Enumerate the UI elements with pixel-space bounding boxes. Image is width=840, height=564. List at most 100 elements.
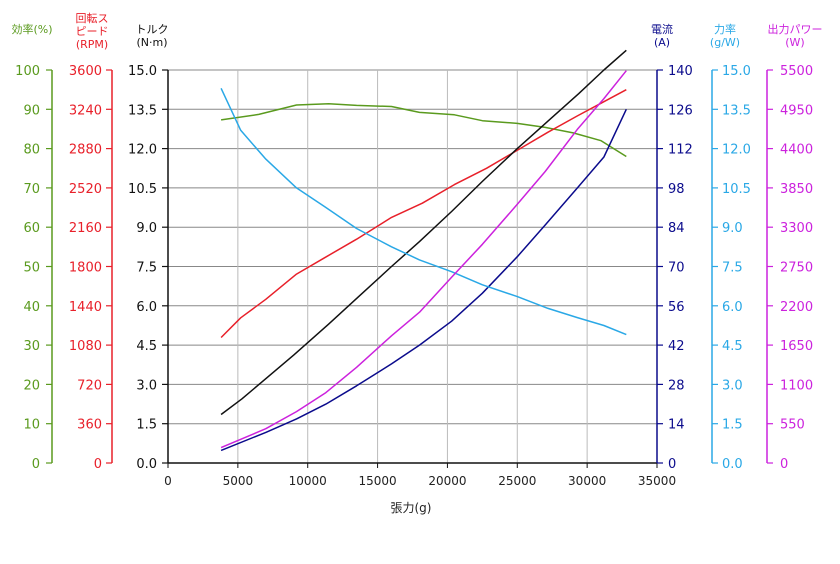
- power-axis-title: 出力パワー: [768, 22, 823, 36]
- gridlines: [167, 69, 658, 464]
- force-tick-label: 15.0: [722, 64, 751, 79]
- torque-axis-title: (N·m): [136, 36, 167, 49]
- current-tick-label: 42: [668, 339, 685, 354]
- force-tick-label: 0.0: [722, 457, 743, 472]
- x-tick-label: 35000: [638, 474, 676, 488]
- x-tick-label: 0: [164, 474, 172, 488]
- rpm-tick-label: 360: [77, 418, 102, 433]
- rpm-tick-label: 3600: [69, 64, 102, 79]
- current-tick-label: 126: [668, 103, 693, 118]
- current-tick-label: 14: [668, 418, 685, 433]
- axis-eff: 0 10 20 30 40 50 60 70 80 90 100 効率(%): [11, 22, 53, 472]
- torque-tick-label: 7.5: [136, 261, 157, 276]
- rpm-tick-label: 1800: [69, 261, 102, 276]
- force-tick-label: 1.5: [722, 418, 743, 433]
- x-axis-label: 張力(g): [391, 501, 432, 515]
- force-axis-title: (g/W): [710, 36, 740, 49]
- current-tick-label: 56: [668, 300, 685, 315]
- current-axis-title: (A): [654, 36, 670, 49]
- power-tick-label: 5500: [780, 64, 813, 79]
- axis-force: 0.0 1.5 3.0 4.5 6.0 7.5 9.0 10.5 12.0 13.5 15.0 力率(…: [710, 22, 751, 472]
- rpm-axis-title: 回転ス: [76, 12, 109, 25]
- eff-tick-label: 0: [32, 457, 40, 472]
- force-tick-label: 13.5: [722, 103, 751, 118]
- power-tick-label: 3300: [780, 221, 813, 236]
- torque-tick-label: 10.5: [128, 182, 157, 197]
- series-line-current: [220, 108, 627, 452]
- x-tick-label: 10000: [289, 474, 327, 488]
- power-axis-title: (W): [785, 36, 804, 49]
- axis-torque: 0.0 1.5 3.0 4.5 6.0 7.5 9.0 10.5 12.0 13.5 15.0 トルク…: [128, 23, 169, 472]
- torque-axis-title: トルク: [136, 23, 169, 36]
- power-tick-label: 4400: [780, 143, 813, 158]
- eff-tick-label: 80: [23, 143, 40, 158]
- eff-tick-label: 10: [23, 418, 40, 433]
- rpm-axis-title: ピード: [76, 25, 109, 38]
- x-tick-label: 25000: [498, 474, 536, 488]
- series-line-torque: [220, 49, 627, 416]
- force-axis-title: 力率: [714, 22, 736, 36]
- power-tick-label: 4950: [780, 103, 813, 118]
- current-axis-title: 電流: [651, 22, 673, 36]
- current-tick-label: 70: [668, 261, 685, 276]
- torque-tick-label: 0.0: [136, 457, 157, 472]
- torque-tick-label: 1.5: [136, 418, 157, 433]
- power-tick-label: 1650: [780, 339, 813, 354]
- rpm-tick-label: 2520: [69, 182, 102, 197]
- current-tick-label: 140: [668, 64, 693, 79]
- eff-tick-label: 50: [23, 261, 40, 276]
- eff-tick-label: 60: [23, 221, 40, 236]
- series-lines: [220, 49, 627, 452]
- eff-axis-title: 効率(%): [11, 22, 52, 36]
- eff-tick-label: 70: [23, 182, 40, 197]
- current-tick-label: 98: [668, 182, 685, 197]
- torque-tick-label: 12.0: [128, 143, 157, 158]
- rpm-tick-label: 1080: [69, 339, 102, 354]
- eff-tick-label: 20: [23, 378, 40, 393]
- eff-tick-label: 40: [23, 300, 40, 315]
- force-tick-label: 3.0: [722, 378, 743, 393]
- torque-tick-label: 3.0: [136, 378, 157, 393]
- torque-tick-label: 13.5: [128, 103, 157, 118]
- torque-tick-label: 4.5: [136, 339, 157, 354]
- force-tick-label: 9.0: [722, 221, 743, 236]
- power-tick-label: 0: [780, 457, 788, 472]
- current-tick-label: 112: [668, 143, 693, 158]
- current-tick-label: 28: [668, 378, 685, 393]
- series-line-power: [220, 70, 627, 449]
- axis-rpm: 0 360 720 1080 1440 1800 2160 2520 2880 3240 3600 回…: [69, 12, 113, 472]
- torque-tick-label: 15.0: [128, 64, 157, 79]
- torque-tick-label: 9.0: [136, 221, 157, 236]
- force-tick-label: 7.5: [722, 261, 743, 276]
- torque-tick-label: 6.0: [136, 300, 157, 315]
- rpm-tick-label: 2880: [69, 143, 102, 158]
- series-line-force: [220, 87, 627, 336]
- series-line-rpm: [220, 89, 627, 339]
- force-tick-label: 6.0: [722, 300, 743, 315]
- eff-tick-label: 100: [15, 64, 40, 79]
- power-tick-label: 2200: [780, 300, 813, 315]
- x-tick-label: 15000: [358, 474, 396, 488]
- eff-tick-label: 30: [23, 339, 40, 354]
- rpm-tick-label: 1440: [69, 300, 102, 315]
- power-tick-label: 2750: [780, 261, 813, 276]
- x-tick-label: 20000: [428, 474, 466, 488]
- current-tick-label: 0: [668, 457, 676, 472]
- rpm-tick-label: 0: [94, 457, 102, 472]
- series-line-eff: [220, 103, 627, 158]
- rpm-tick-label: 3240: [69, 103, 102, 118]
- x-tick-label: 5000: [223, 474, 254, 488]
- force-tick-label: 4.5: [722, 339, 743, 354]
- axis-power: 0 550 1100 1650 2200 2750 3300 3850 4400 4950 5500…: [766, 22, 823, 472]
- axes: 0 5000 10000 15000 20000 25000 30000 3500001020…: [11, 12, 822, 488]
- axis-current: 0 14 28 42 56 70 84 98 112 126 140 電流(A): [651, 22, 693, 472]
- rpm-tick-label: 720: [77, 378, 102, 393]
- rpm-axis-title: (RPM): [76, 38, 108, 51]
- power-tick-label: 3850: [780, 182, 813, 197]
- x-tick-label: 30000: [568, 474, 606, 488]
- force-tick-label: 10.5: [722, 182, 751, 197]
- power-tick-label: 1100: [780, 378, 813, 393]
- force-tick-label: 12.0: [722, 143, 751, 158]
